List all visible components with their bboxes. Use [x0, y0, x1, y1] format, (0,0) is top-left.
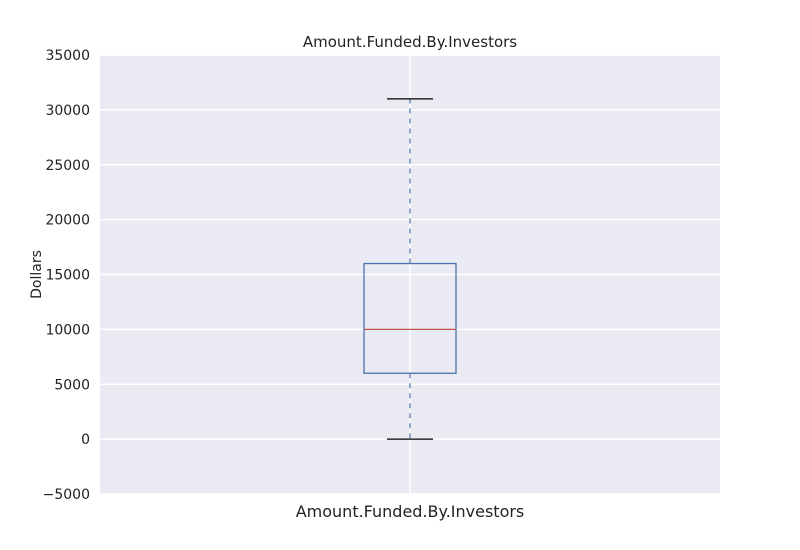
- y-tick-label: 20000: [45, 213, 90, 229]
- y-tick-label: 5000: [54, 377, 90, 393]
- y-tick-label: 10000: [45, 322, 90, 338]
- y-tick-label: 35000: [45, 48, 90, 64]
- y-tick-label: 25000: [45, 158, 90, 174]
- y-axis-ticks: −5000 0 5000 10000 15000 20000 25000 30000 35000: [43, 48, 90, 503]
- y-axis-label: Dollars: [29, 250, 45, 299]
- chart-title: Amount.Funded.By.Investors: [303, 33, 517, 51]
- y-tick-label: −5000: [43, 487, 90, 503]
- y-tick-label: 0: [81, 432, 90, 448]
- x-tick-label: Amount.Funded.By.Investors: [296, 502, 525, 521]
- box-iqr: [363, 262, 457, 374]
- y-tick-label: 30000: [45, 103, 90, 119]
- box-layer: [363, 98, 457, 440]
- y-tick-label: 15000: [45, 268, 90, 284]
